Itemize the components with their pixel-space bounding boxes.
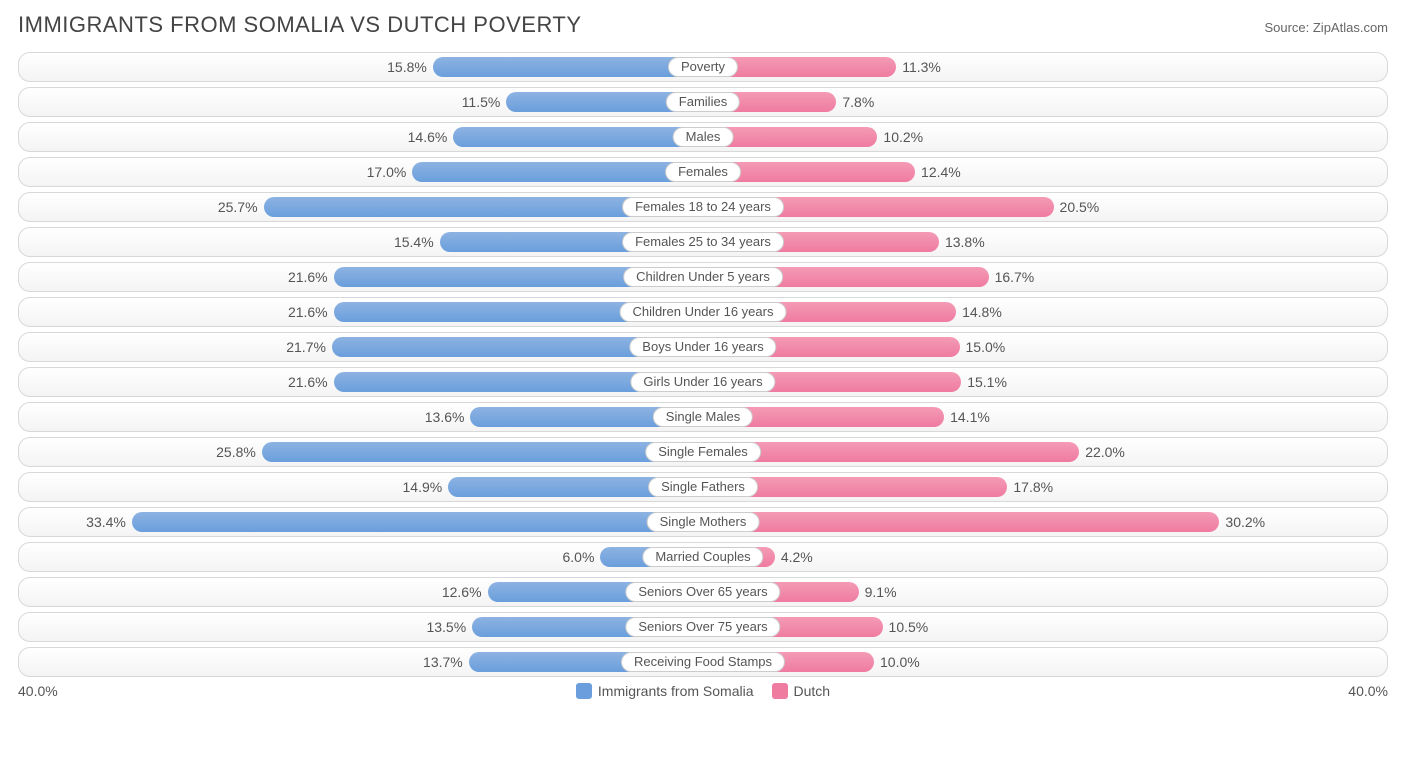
category-label: Females 18 to 24 years	[622, 197, 784, 217]
legend: Immigrants from Somalia Dutch	[576, 683, 830, 699]
category-label: Married Couples	[642, 547, 763, 567]
value-right: 22.0%	[1079, 438, 1125, 468]
chart-row: 17.0% 12.4% Females	[18, 157, 1388, 187]
value-right: 12.4%	[915, 158, 961, 188]
chart-row: 14.6% 10.2% Males	[18, 122, 1388, 152]
legend-swatch-left	[576, 683, 592, 699]
chart-row: 14.9% 17.8% Single Fathers	[18, 472, 1388, 502]
value-right: 14.8%	[956, 298, 1002, 328]
value-left: 33.4%	[86, 508, 132, 538]
value-left: 25.8%	[216, 438, 262, 468]
legend-label-left: Immigrants from Somalia	[598, 683, 754, 699]
chart-row: 13.6% 14.1% Single Males	[18, 402, 1388, 432]
bar-right	[703, 512, 1219, 532]
axis-max-left: 40.0%	[18, 683, 58, 699]
value-right: 7.8%	[836, 88, 874, 118]
diverging-bar-chart: 15.8%11.3%Poverty11.5%7.8%Families14.6%1…	[18, 52, 1388, 677]
chart-row: 15.4% 13.8% Females 25 to 34 years	[18, 227, 1388, 257]
category-label: Single Males	[653, 407, 753, 427]
value-left: 21.6%	[288, 298, 334, 328]
value-right: 13.8%	[939, 228, 985, 258]
category-label: Females 25 to 34 years	[622, 232, 784, 252]
bar-left	[262, 442, 703, 462]
legend-item-left: Immigrants from Somalia	[576, 683, 754, 699]
category-label: Boys Under 16 years	[629, 337, 776, 357]
chart-row: 21.6% 15.1% Girls Under 16 years	[18, 367, 1388, 397]
chart-row: 11.5% 7.8% Families	[18, 87, 1388, 117]
category-label: Children Under 5 years	[623, 267, 783, 287]
value-right: 30.2%	[1219, 508, 1265, 538]
value-left: 12.6%	[442, 578, 488, 608]
value-right: 10.5%	[883, 613, 929, 643]
category-label: Poverty	[668, 57, 738, 77]
value-right: 9.1%	[859, 578, 897, 608]
category-label: Single Mothers	[647, 512, 760, 532]
chart-footer: 40.0% Immigrants from Somalia Dutch 40.0…	[18, 683, 1388, 699]
chart-row: 21.6% 16.7% Children Under 5 years	[18, 262, 1388, 292]
category-label: Females	[665, 162, 741, 182]
value-right: 4.2%	[775, 543, 813, 573]
value-right: 15.1%	[961, 368, 1007, 398]
value-right: 10.0%	[874, 648, 920, 678]
chart-title: IMMIGRANTS FROM SOMALIA VS DUTCH POVERTY	[18, 12, 582, 38]
category-label: Seniors Over 75 years	[625, 617, 780, 637]
bar-left	[132, 512, 703, 532]
legend-swatch-right	[772, 683, 788, 699]
value-left: 13.7%	[423, 648, 469, 678]
value-left: 21.6%	[288, 263, 334, 293]
chart-row: 25.8% 22.0% Single Females	[18, 437, 1388, 467]
value-right: 15.0%	[960, 333, 1006, 363]
bar-left	[433, 57, 703, 77]
category-label: Girls Under 16 years	[630, 372, 775, 392]
category-label: Single Fathers	[648, 477, 758, 497]
value-left: 11.5%	[462, 88, 507, 118]
chart-row: 25.7% 20.5% Females 18 to 24 years	[18, 192, 1388, 222]
chart-row: 21.7% 15.0% Boys Under 16 years	[18, 332, 1388, 362]
value-right: 20.5%	[1054, 193, 1100, 223]
value-left: 25.7%	[218, 193, 264, 223]
chart-row: 13.7% 10.0% Receiving Food Stamps	[18, 647, 1388, 677]
value-left: 13.6%	[425, 403, 471, 433]
legend-item-right: Dutch	[772, 683, 831, 699]
category-label: Males	[673, 127, 734, 147]
value-left: 6.0%	[562, 543, 600, 573]
value-left: 21.7%	[286, 333, 332, 363]
value-left: 17.0%	[367, 158, 413, 188]
chart-row: 15.8% 11.3% Poverty	[18, 52, 1388, 82]
value-left: 14.9%	[403, 473, 449, 503]
value-right: 16.7%	[989, 263, 1035, 293]
value-left: 15.8%	[387, 53, 433, 83]
value-left: 14.6%	[408, 123, 454, 153]
category-label: Single Females	[645, 442, 761, 462]
chart-header: IMMIGRANTS FROM SOMALIA VS DUTCH POVERTY…	[18, 12, 1388, 38]
chart-row: 21.6% 14.8% Children Under 16 years	[18, 297, 1388, 327]
value-left: 21.6%	[288, 368, 334, 398]
chart-row: 12.6% 9.1% Seniors Over 65 years	[18, 577, 1388, 607]
chart-row: 13.5% 10.5% Seniors Over 75 years	[18, 612, 1388, 642]
value-right: 17.8%	[1007, 473, 1053, 503]
value-left: 15.4%	[394, 228, 440, 258]
category-label: Receiving Food Stamps	[621, 652, 785, 672]
value-right: 10.2%	[877, 123, 923, 153]
axis-max-right: 40.0%	[1348, 683, 1388, 699]
legend-label-right: Dutch	[794, 683, 831, 699]
category-label: Seniors Over 65 years	[625, 582, 780, 602]
bar-left	[412, 162, 703, 182]
chart-row: 33.4% 30.2% Single Mothers	[18, 507, 1388, 537]
category-label: Children Under 16 years	[620, 302, 787, 322]
chart-row: 6.0% 4.2% Married Couples	[18, 542, 1388, 572]
bar-left	[453, 127, 703, 147]
value-right: 14.1%	[944, 403, 990, 433]
category-label: Families	[666, 92, 740, 112]
chart-source: Source: ZipAtlas.com	[1264, 20, 1388, 35]
value-left: 13.5%	[426, 613, 472, 643]
value-right: 11.3%	[896, 53, 941, 83]
